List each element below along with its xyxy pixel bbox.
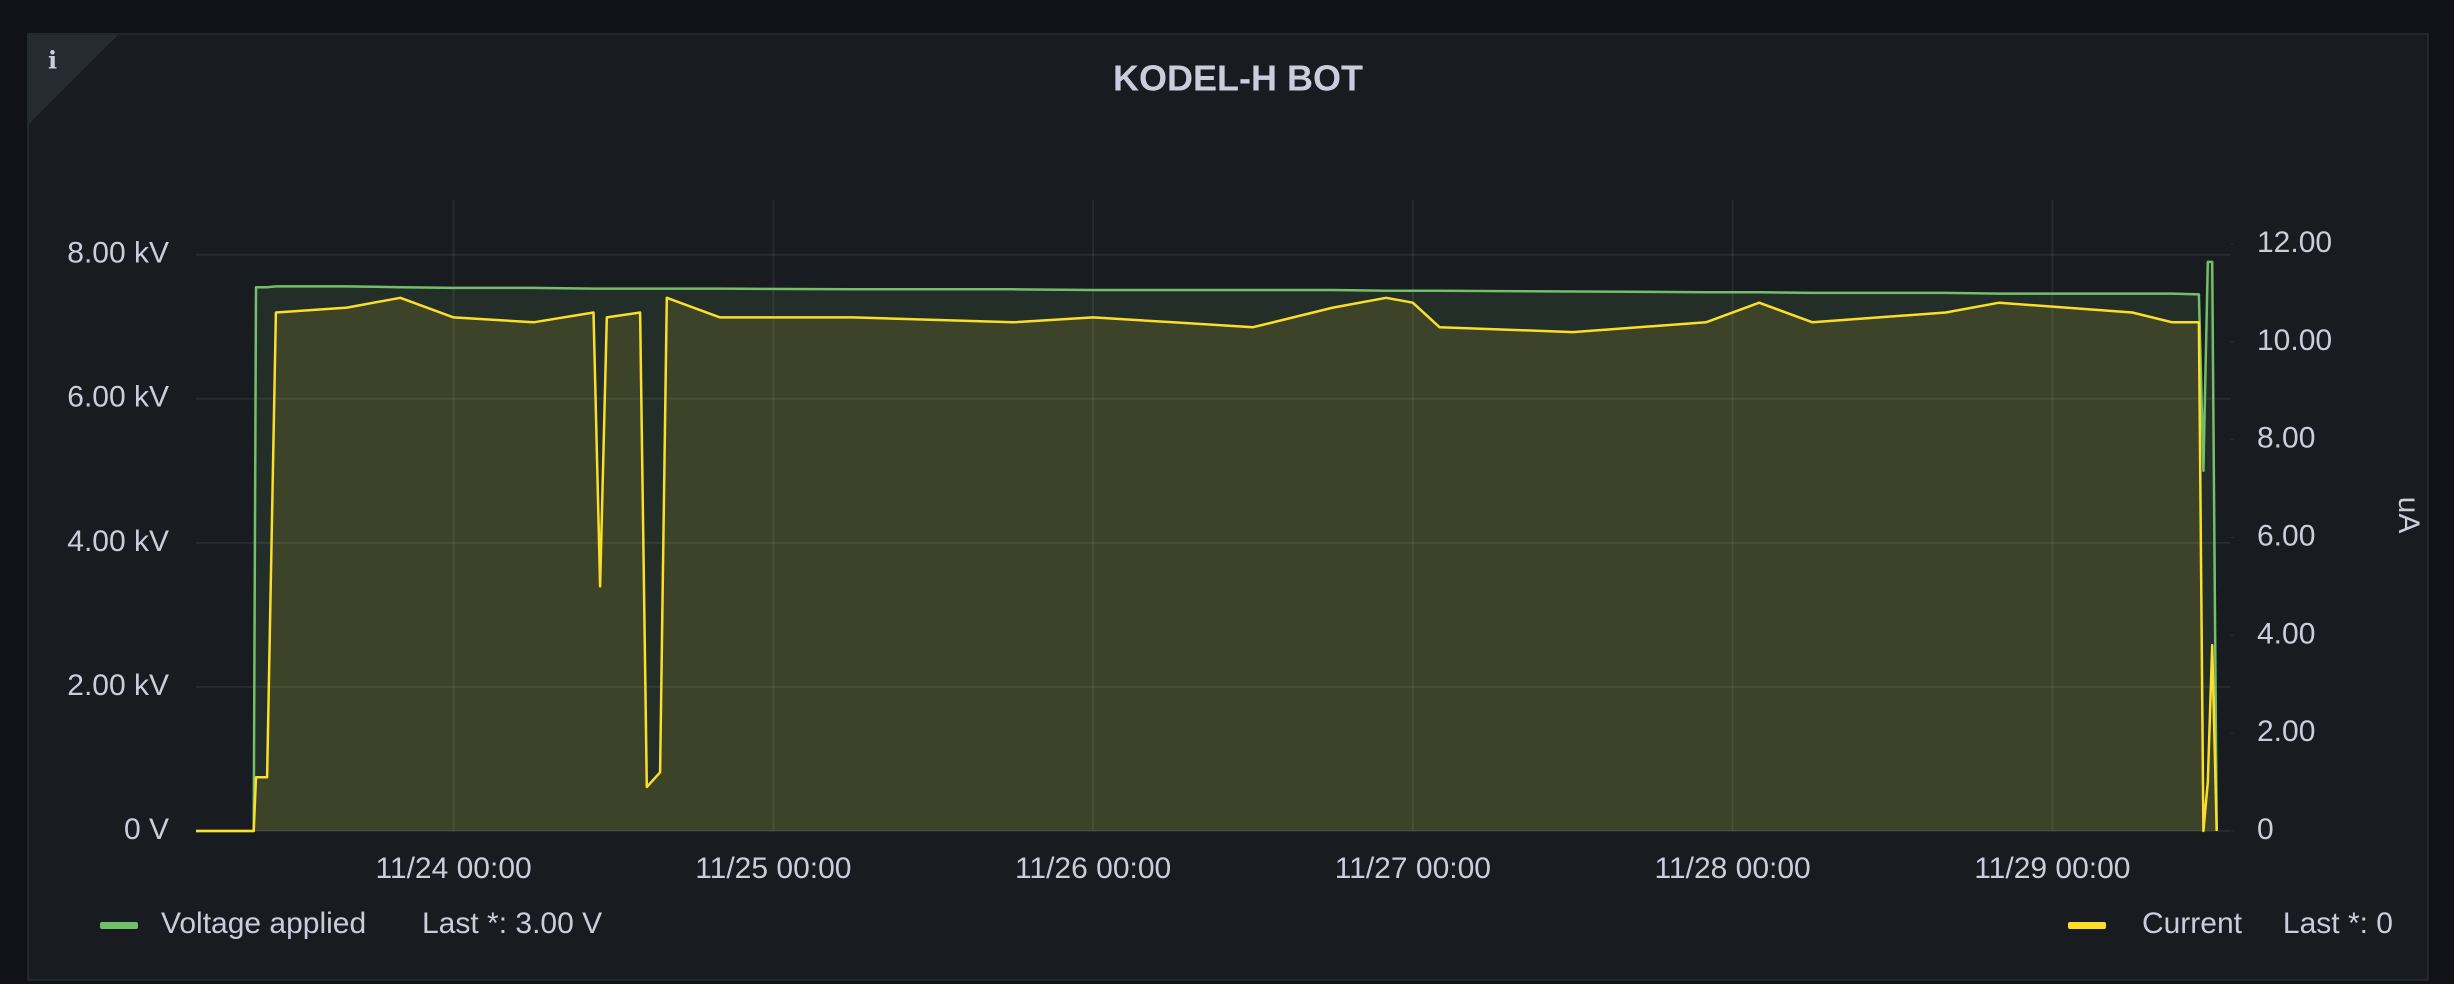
y2-tick-label: 10.00 [2257, 324, 2332, 357]
legend-value: Last *: 0 [2283, 907, 2393, 940]
area [196, 261, 2217, 831]
legend-label: Current [2142, 907, 2243, 940]
y2-tick-label: 8.00 [2257, 422, 2315, 455]
chart-title: KODEL-H BOT [1113, 58, 1363, 99]
y2-tick-label: 6.00 [2257, 519, 2315, 552]
y2-tick-label: 0 [2257, 813, 2274, 846]
x-tick-label: 11/29 00:00 [1974, 852, 2130, 885]
info-icon[interactable]: i [48, 46, 57, 75]
y-tick-label: 6.00 kV [67, 381, 169, 414]
y-tick-label: 8.00 kV [67, 237, 169, 270]
x-tick-label: 11/25 00:00 [695, 852, 851, 885]
x-tick-label: 11/26 00:00 [1015, 852, 1171, 885]
y-tick-label: 4.00 kV [67, 525, 169, 558]
y-tick-label: 0 V [124, 813, 169, 846]
y2-tick-label: 4.00 [2257, 617, 2315, 650]
legend-swatch [2068, 922, 2106, 929]
x-tick-label: 11/24 00:00 [375, 852, 531, 885]
legend-label: Voltage applied [161, 907, 366, 940]
line [196, 260, 2218, 833]
y2-axis-label: uA [2392, 497, 2425, 534]
y-tick-label: 2.00 kV [67, 669, 169, 702]
x-tick-label: 11/27 00:00 [1335, 852, 1491, 885]
info-corner[interactable] [29, 35, 118, 124]
y2-tick-label: 2.00 [2257, 715, 2315, 748]
panel [27, 33, 2429, 981]
y2-tick-label: 12.00 [2257, 226, 2332, 259]
legend-value: Last *: 3.00 V [422, 907, 602, 940]
area [196, 297, 2217, 831]
line [196, 296, 2218, 833]
x-tick-label: 11/28 00:00 [1654, 852, 1810, 885]
legend-swatch [100, 922, 138, 929]
